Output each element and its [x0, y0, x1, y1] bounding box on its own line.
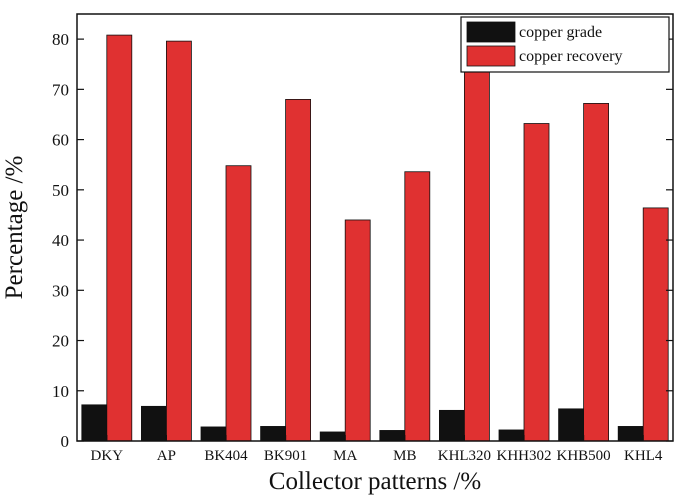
- bar-copper-recovery-AP: [165, 40, 192, 442]
- x-category-label: DKY: [91, 448, 124, 464]
- legend-label-copper-recovery: copper recovery: [519, 48, 623, 65]
- bar-copper-recovery-DKY: [106, 34, 133, 442]
- x-axis-title: Collector patterns /%: [269, 468, 481, 495]
- y-tick-label: 10: [52, 382, 69, 401]
- bar-copper-recovery-BK404: [225, 165, 252, 442]
- y-tick-label: 30: [52, 281, 69, 300]
- bar-copper-grade-AP: [140, 405, 167, 442]
- x-category-label: KHL320: [438, 448, 491, 464]
- bars-layer: [81, 34, 669, 442]
- bar-copper-recovery-KHL4: [642, 207, 669, 442]
- y-tick-label: 0: [61, 432, 70, 451]
- y-axis-title: Percentage /%: [1, 156, 28, 300]
- x-category-label: BK901: [264, 448, 307, 464]
- bar-copper-recovery-BK901: [285, 99, 312, 442]
- bar-copper-grade-KHH302: [498, 429, 525, 442]
- x-category-label: KHL4: [624, 448, 663, 464]
- bar-copper-grade-MB: [379, 430, 406, 442]
- bar-copper-grade-MA: [319, 431, 346, 442]
- legend-swatch-copper-recovery: [466, 45, 516, 67]
- y-tick-label: 60: [52, 131, 69, 150]
- bar-copper-recovery-MA: [344, 219, 371, 442]
- y-tick-label: 40: [52, 231, 69, 250]
- y-tick-label: 70: [52, 80, 69, 99]
- bar-copper-grade-KHL4: [617, 426, 644, 442]
- x-category-label: KHB500: [557, 448, 611, 464]
- bar-copper-grade-KHB500: [558, 408, 584, 442]
- x-axis-categories: DKY AP BK404 BK901 MA MB KHL320 KHH302 KHB500 KHL…: [91, 435, 663, 464]
- legend-swatch-copper-grade: [466, 21, 516, 43]
- bar-copper-recovery-KHB500: [583, 103, 609, 442]
- bar-copper-grade-BK901: [260, 426, 287, 442]
- bar-copper-grade-KHL320: [438, 409, 465, 442]
- x-category-label: AP: [157, 448, 176, 464]
- bar-copper-grade-DKY: [81, 404, 108, 442]
- x-category-label: MA: [333, 448, 357, 464]
- x-category-label: MB: [393, 448, 416, 464]
- legend: copper grade copper recovery: [460, 16, 670, 73]
- bar-copper-recovery-KHH302: [523, 123, 550, 442]
- y-tick-label: 80: [52, 30, 69, 49]
- bar-copper-recovery-MB: [404, 171, 431, 442]
- x-category-label: BK404: [204, 448, 248, 464]
- legend-label-copper-grade: copper grade: [519, 24, 602, 41]
- bar-copper-recovery-KHL320: [463, 70, 490, 442]
- bar-copper-grade-BK404: [200, 426, 227, 442]
- y-tick-label: 20: [52, 332, 69, 351]
- x-category-label: KHH302: [497, 448, 552, 464]
- plot-frame: [76, 13, 674, 442]
- y-axis-ticks: 0 10 20 30 40 50 60 70 80: [52, 30, 673, 451]
- y-tick-label: 50: [52, 181, 69, 200]
